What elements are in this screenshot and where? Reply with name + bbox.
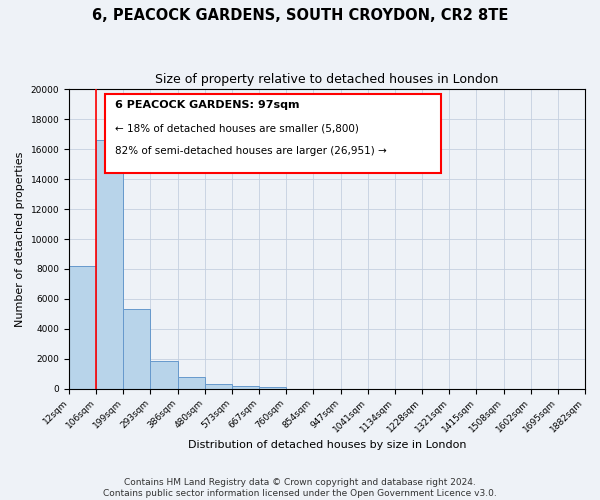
Bar — [205, 384, 232, 388]
Y-axis label: Number of detached properties: Number of detached properties — [15, 152, 25, 326]
Bar — [151, 361, 178, 388]
Text: ← 18% of detached houses are smaller (5,800): ← 18% of detached houses are smaller (5,… — [115, 124, 359, 134]
Bar — [178, 378, 205, 388]
Text: 6 PEACOCK GARDENS: 97sqm: 6 PEACOCK GARDENS: 97sqm — [115, 100, 300, 110]
Text: Contains HM Land Registry data © Crown copyright and database right 2024.
Contai: Contains HM Land Registry data © Crown c… — [103, 478, 497, 498]
Text: 82% of semi-detached houses are larger (26,951) →: 82% of semi-detached houses are larger (… — [115, 146, 387, 156]
Bar — [232, 386, 259, 388]
Text: 6, PEACOCK GARDENS, SOUTH CROYDON, CR2 8TE: 6, PEACOCK GARDENS, SOUTH CROYDON, CR2 8… — [92, 8, 508, 22]
Title: Size of property relative to detached houses in London: Size of property relative to detached ho… — [155, 72, 499, 86]
Bar — [96, 140, 124, 388]
FancyBboxPatch shape — [105, 94, 440, 173]
X-axis label: Distribution of detached houses by size in London: Distribution of detached houses by size … — [188, 440, 466, 450]
Bar — [124, 310, 151, 388]
Bar — [69, 266, 96, 388]
Bar — [259, 387, 286, 388]
